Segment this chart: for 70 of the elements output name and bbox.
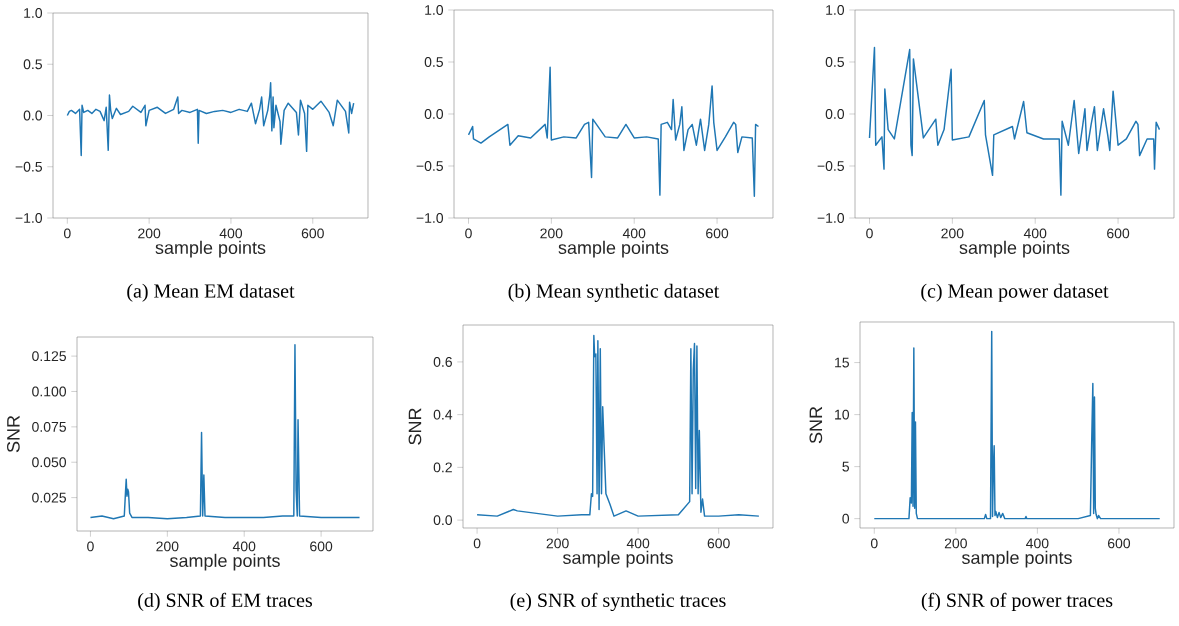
x-axis-title: sample points bbox=[169, 553, 280, 571]
y-tick-label: 0.0 bbox=[433, 515, 453, 526]
y-tick-label: 10 bbox=[835, 409, 850, 420]
y-tick-label: 0.4 bbox=[433, 409, 453, 420]
x-axis-title: sample points bbox=[959, 240, 1070, 258]
x-tick-label: 0 bbox=[87, 541, 94, 552]
x-axis-title: sample points bbox=[961, 550, 1072, 568]
x-tick-label: 200 bbox=[138, 228, 161, 239]
y-tick-label: −1.0 bbox=[416, 213, 444, 223]
x-tick-label: 200 bbox=[540, 228, 563, 239]
y-tick-label: 0.2 bbox=[433, 462, 452, 473]
x-tick-label: 400 bbox=[622, 228, 646, 239]
y-axis-title: SNR bbox=[7, 415, 20, 453]
y-tick-label: 1.0 bbox=[24, 8, 43, 18]
x-tick-label: 600 bbox=[706, 228, 729, 239]
x-axis-title: sample points bbox=[155, 240, 266, 258]
y-tick-label: 1.0 bbox=[425, 5, 444, 15]
y-tick-label: −1.0 bbox=[817, 213, 845, 223]
y-tick-label: 0.125 bbox=[32, 351, 66, 362]
text: (a) Mean EM dataset bbox=[127, 283, 295, 302]
x-tick-label: 600 bbox=[1107, 228, 1130, 239]
text: (d) SNR of EM traces bbox=[138, 592, 312, 612]
x-tick-label: 400 bbox=[626, 538, 650, 549]
x-tick-label: 0 bbox=[870, 538, 878, 549]
line-series bbox=[467, 66, 760, 197]
y-tick-label: 0.0 bbox=[825, 109, 845, 119]
y-tick-label: 0.6 bbox=[433, 356, 452, 367]
y-tick-label: 0.100 bbox=[32, 386, 67, 397]
y-tick-label: 15 bbox=[835, 357, 850, 368]
x-tick-label: 600 bbox=[1107, 538, 1131, 549]
y-tick-label: 0 bbox=[842, 513, 850, 524]
text: (c) Mean power dataset bbox=[921, 283, 1109, 302]
x-axis-title: sample points bbox=[562, 550, 673, 568]
y-tick-label: −1.0 bbox=[15, 213, 43, 223]
x-tick-label: 600 bbox=[310, 541, 333, 552]
x-tick-label: 400 bbox=[1026, 538, 1049, 549]
y-tick-label: 5 bbox=[842, 461, 850, 472]
y-tick-label: 0.075 bbox=[32, 421, 66, 432]
y-tick-label: −0.5 bbox=[817, 161, 845, 171]
y-tick-label: 0.050 bbox=[32, 457, 67, 468]
text: (b) Mean synthetic dataset bbox=[508, 283, 720, 302]
y-tick-label: 0.5 bbox=[825, 57, 845, 67]
x-tick-label: 400 bbox=[219, 228, 243, 239]
y-axis-title: SNR bbox=[408, 408, 422, 445]
line-series bbox=[66, 81, 355, 157]
y-tick-label: 0.0 bbox=[424, 109, 444, 119]
x-tick-label: 600 bbox=[707, 538, 730, 549]
x-tick-label: 400 bbox=[1023, 228, 1047, 239]
x-tick-label: 200 bbox=[944, 538, 967, 549]
x-tick-label: 200 bbox=[941, 228, 964, 239]
line-series bbox=[476, 334, 760, 517]
y-tick-label: −0.5 bbox=[416, 161, 444, 171]
x-tick-label: 0 bbox=[866, 228, 873, 239]
y-tick-label: 0.0 bbox=[23, 110, 43, 121]
y-axis-title: SNR bbox=[809, 406, 823, 444]
y-tick-label: 1.0 bbox=[826, 5, 845, 15]
x-tick-label: 200 bbox=[156, 541, 179, 552]
x-tick-label: 0 bbox=[465, 228, 472, 239]
line-series bbox=[868, 46, 1161, 196]
text: (f) SNR of power traces bbox=[921, 592, 1113, 612]
y-tick-label: 0.5 bbox=[424, 57, 444, 67]
x-tick-label: 600 bbox=[301, 228, 324, 239]
y-tick-label: 0.025 bbox=[32, 492, 66, 503]
x-tick-label: 0 bbox=[473, 538, 481, 549]
y-tick-label: 0.5 bbox=[23, 59, 43, 70]
y-tick-label: −0.5 bbox=[15, 161, 43, 172]
x-tick-label: 200 bbox=[546, 538, 569, 549]
text: (e) SNR of synthetic traces bbox=[510, 592, 726, 612]
x-tick-label: 400 bbox=[232, 541, 256, 552]
x-axis-title: sample points bbox=[558, 240, 669, 258]
